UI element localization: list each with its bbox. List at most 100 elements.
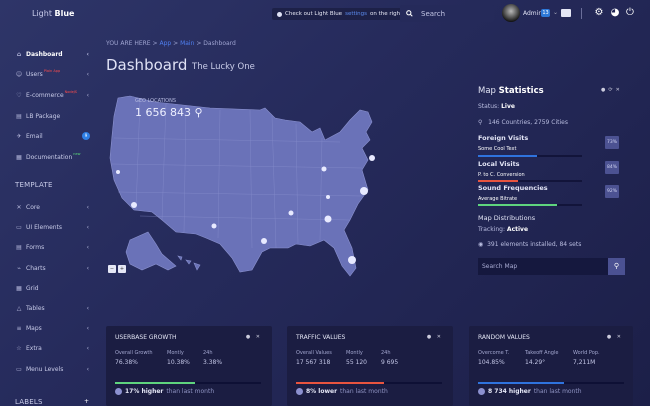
search-icon: ⚲ [613,262,620,270]
search-map-button[interactable]: ⚲ [608,258,625,275]
user-name[interactable]: Admin [523,10,543,17]
stat-column: Overcome T. 104.85% [478,350,509,366]
add-label-icon[interactable]: + [84,398,90,405]
settings-icon[interactable]: ● [606,334,614,340]
tag-label: NodeJS [64,90,78,94]
search-input[interactable]: Search [421,9,446,18]
search-icon [406,10,413,17]
gear-icon[interactable]: ⚙ [594,7,604,18]
title-light: Map [478,86,496,96]
sidebar-item-ui-elements[interactable]: ▭ UI Elements ‹ [15,221,95,233]
close-icon[interactable]: ✕ [616,334,623,340]
sidebar-item-menu-levels[interactable]: ▭ Menu Levels ‹ [15,363,95,375]
refresh-icon[interactable]: ⟳ [608,87,616,93]
map-statistics-title: Map Statistics [478,86,628,96]
globe-icon[interactable]: ◕ [610,7,620,18]
chevron-left-icon: ‹ [86,91,89,99]
sidebar-item-users[interactable]: ☺ Users Plain App ‹ [15,68,95,80]
user-icon: ☺ [15,70,23,78]
chevron-left-icon: ‹ [86,304,89,312]
metric-percent: 84% [605,161,619,174]
diamond-icon: ♡ [16,91,22,99]
sidebar-item-label: Documentation [26,153,73,161]
sidebar-item-label: Email [26,132,43,140]
metric-title: Sound Frequencies [478,184,548,192]
map-statistics-panel: Map Statistics ●⟳✕ Status: Live ⚲ 146 Co… [478,86,628,275]
page-subtitle: The Lucky One [192,62,255,72]
breadcrumb-current: Dashboard [203,40,236,47]
logo-light-text: Light [32,9,52,18]
stat-label: Takeoff Angle [525,350,559,356]
close-icon[interactable]: ✕ [255,334,262,340]
breadcrumb-link-app[interactable]: App [159,40,172,47]
sidebar-item-grid[interactable]: ▦ Grid [15,282,95,294]
chat-icon[interactable] [561,9,571,17]
settings-icon[interactable]: ● [245,334,253,340]
search-map-input[interactable]: Search Map [478,258,608,275]
sidebar-item-label: Maps [26,324,42,332]
tracking-label: Tracking: [478,226,505,233]
sidebar-item-maps[interactable]: ≡ Maps ‹ [15,322,95,334]
page-title: Dashboard [106,56,188,74]
map-pin-icon: ⚲ [194,106,203,119]
sidebar-item-lb-package[interactable]: ▤ LB Package [15,110,95,122]
notice-settings-link[interactable]: settings [345,11,368,17]
sidebar-item-forms[interactable]: ▤ Forms ‹ [15,241,95,253]
panel-controls: ●⟳✕ [601,87,623,93]
close-icon[interactable]: ✕ [615,87,623,93]
progress-bar [478,382,624,384]
zoom-out-button[interactable]: − [108,265,116,273]
widget-footer: 8 734 higher than last month [478,388,582,395]
trend-text: than last month [166,388,215,395]
stat-label: Overcome T. [478,350,510,356]
map-icon: ≡ [16,324,22,332]
sidebar-item-documentation[interactable]: ▦ Documentation new [15,151,95,163]
widget-title: USERBASE GROWTH [115,334,177,341]
trend-value: 8% lower [306,388,338,395]
close-icon[interactable]: ✕ [436,334,443,340]
sidebar-item-core[interactable]: ✕ Core ‹ [15,201,95,213]
zoom-in-button[interactable]: + [118,265,126,273]
package-icon: ▤ [16,112,22,120]
sidebar-item-tables[interactable]: △ Tables ‹ [15,302,95,314]
widget-traffic-values: TRAFFIC VALUES ● ✕ Overall Values 17 567 … [287,326,453,406]
section-label-template: TEMPLATE [15,181,53,189]
avatar[interactable] [502,4,520,22]
power-icon[interactable]: ⏻ [626,7,634,18]
widget-title: RANDOM VALUES [478,334,530,341]
settings-icon[interactable]: ● [601,87,609,93]
chevron-down-icon[interactable]: ⌄ [553,9,559,16]
sidebar-item-dashboard[interactable]: ⌂ Dashboard ‹ [15,48,95,60]
sidebar-item-extra[interactable]: ☆ Extra ‹ [15,342,95,354]
breadcrumb-prefix: YOU ARE HERE [106,40,151,47]
logo[interactable]: Light Blue [32,9,74,18]
window-icon: ▭ [16,223,22,231]
stat-value: 17 567 318 [296,359,331,366]
stat-label: 24h [381,350,391,356]
stat-value: 76.38% [115,359,138,366]
progress-bar [478,155,582,157]
metric-title: Foreign Visits [478,134,529,142]
breadcrumb: YOU ARE HERE > App > Main > Dashboard [106,40,236,47]
sidebar-item-charts[interactable]: ⌁ Charts ‹ [15,262,95,274]
breadcrumb-link-main[interactable]: Main [180,40,195,47]
sidebar-item-label: Charts [26,264,46,272]
sidebar-item-label: Extra [26,344,42,352]
settings-notice: Check out Light Blue settings on the rig… [272,8,421,20]
widget-title: TRAFFIC VALUES [296,334,346,341]
progress-bar [478,180,582,182]
header-search[interactable]: Search [400,5,494,22]
tag-label: new [73,152,81,156]
sidebar-item-ecommerce[interactable]: ♡ E-commerce NodeJS ‹ [15,89,95,101]
trend-up-icon [478,388,485,395]
settings-icon[interactable]: ● [426,334,434,340]
folder-icon: ▭ [16,365,22,373]
chevron-left-icon: ‹ [86,50,89,58]
tracking-value: Active [506,226,529,233]
stat-column: Overall Values 17 567 318 [296,350,332,366]
stat-value: 7,211M [573,359,596,366]
us-map[interactable] [100,80,380,285]
status-label: Status: [478,103,500,110]
sidebar-item-email[interactable]: ✈ Email 9 [15,130,95,142]
tools-icon: ✕ [16,203,22,211]
